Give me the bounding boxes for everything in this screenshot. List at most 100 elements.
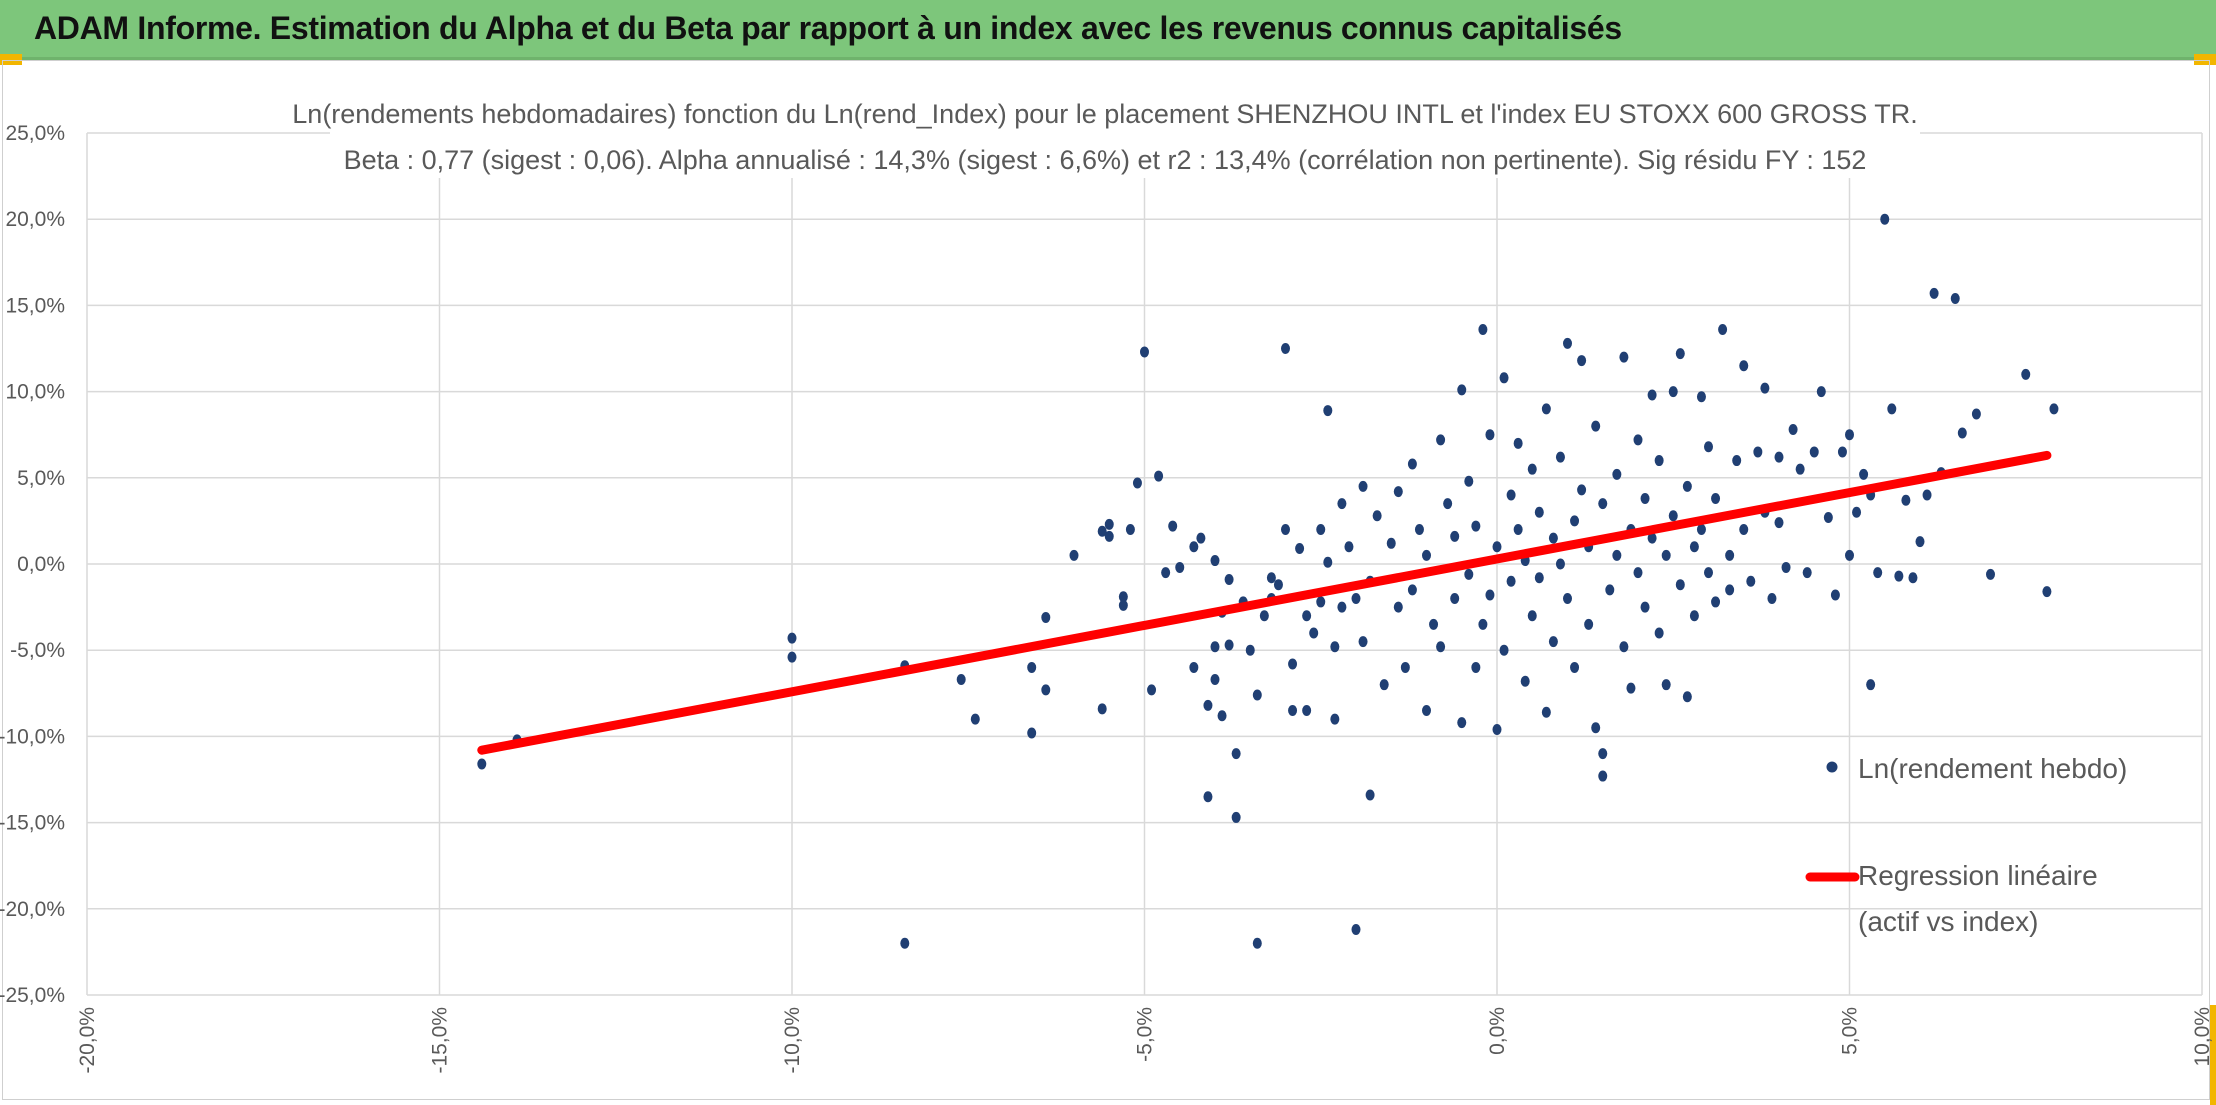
data-point — [1718, 324, 1728, 336]
data-point — [1189, 661, 1199, 673]
data-point — [1534, 506, 1544, 518]
data-point — [1506, 575, 1516, 587]
data-point — [1704, 441, 1713, 453]
data-point — [1837, 446, 1847, 458]
data-point — [1570, 661, 1580, 673]
data-point — [1288, 658, 1298, 670]
data-point — [1619, 351, 1629, 363]
data-point — [1492, 541, 1502, 553]
data-point — [1309, 627, 1319, 639]
data-point — [1132, 477, 1142, 489]
data-point — [1443, 498, 1453, 510]
data-point — [1548, 636, 1558, 648]
data-point — [1224, 639, 1234, 651]
x-tick-label: -20,0% — [76, 1007, 99, 1074]
data-point — [1555, 558, 1565, 570]
data-point — [1252, 689, 1262, 701]
data-point — [1344, 541, 1354, 553]
data-point — [1809, 446, 1819, 458]
data-point — [1612, 468, 1622, 480]
data-point — [1845, 549, 1854, 561]
data-point — [1563, 592, 1572, 604]
data-point — [1323, 405, 1333, 417]
data-point — [1175, 561, 1185, 573]
data-point — [1520, 675, 1530, 687]
data-point — [1823, 511, 1833, 523]
data-point — [1457, 717, 1467, 729]
data-point — [956, 674, 966, 686]
data-point — [1471, 661, 1481, 673]
data-point — [1118, 591, 1128, 603]
data-point — [970, 713, 980, 725]
data-point — [1471, 520, 1481, 532]
data-point — [1527, 463, 1537, 475]
tick-labels: 25,0% 20,0% 15,0% 10,0% 5,0% 0,0% -5,0% -10,0% -… — [0, 122, 2214, 1074]
data-point — [1887, 403, 1897, 415]
data-point — [1689, 610, 1699, 622]
data-point — [1429, 618, 1439, 630]
data-point — [2049, 403, 2059, 415]
data-point — [787, 651, 797, 663]
data-point — [1767, 592, 1777, 604]
data-point — [1041, 684, 1051, 696]
data-point — [1351, 592, 1361, 604]
data-point — [1584, 618, 1594, 630]
data-point — [1591, 420, 1601, 432]
y-tick-label: -20,0% — [0, 898, 65, 921]
data-point — [1816, 386, 1826, 398]
data-point — [1316, 524, 1326, 536]
data-point — [1464, 475, 1474, 487]
data-point — [1880, 213, 1890, 225]
data-point — [1661, 549, 1671, 561]
data-point — [477, 758, 487, 770]
data-point — [1351, 923, 1361, 935]
y-tick-label: 0,0% — [17, 553, 65, 576]
data-point — [1725, 549, 1735, 561]
data-point — [1125, 524, 1135, 536]
data-point — [1210, 641, 1220, 653]
edge-accent-right — [2210, 1005, 2216, 1105]
data-point — [1266, 572, 1276, 584]
data-point — [1379, 679, 1389, 691]
data-point — [1598, 498, 1608, 510]
y-tick-label: 5,0% — [17, 467, 65, 490]
data-point — [787, 632, 797, 644]
data-point — [1570, 515, 1580, 527]
data-point — [1217, 710, 1227, 722]
data-point — [1203, 699, 1213, 711]
data-point — [1654, 455, 1664, 467]
data-point — [1231, 811, 1241, 823]
data-point — [1337, 601, 1347, 613]
data-point — [1725, 584, 1735, 596]
y-tick-label: 20,0% — [5, 208, 65, 231]
data-point — [1845, 429, 1854, 441]
data-point — [1302, 610, 1312, 622]
data-point — [1407, 584, 1417, 596]
y-tick-label: 15,0% — [5, 294, 65, 317]
data-point — [1104, 518, 1114, 530]
data-point — [1866, 679, 1876, 691]
data-point — [1400, 661, 1410, 673]
data-point — [1436, 641, 1446, 653]
corner-accent-right — [2194, 54, 2216, 65]
data-point — [1633, 567, 1643, 579]
data-point — [1548, 532, 1558, 544]
data-point — [1612, 549, 1622, 561]
data-point — [1527, 610, 1537, 622]
data-point — [1654, 627, 1664, 639]
x-tick-label: 0,0% — [1486, 1007, 1509, 1055]
data-point — [1647, 389, 1657, 401]
data-point — [1682, 480, 1692, 492]
data-point — [1422, 705, 1431, 717]
data-point — [1668, 386, 1678, 398]
data-point — [1154, 470, 1164, 482]
data-point — [1689, 541, 1699, 553]
data-point — [1894, 570, 1904, 582]
data-point — [1788, 424, 1798, 436]
data-point — [1957, 427, 1967, 439]
data-point — [1450, 592, 1460, 604]
data-point — [1513, 437, 1523, 449]
legend-scatter-label: Ln(rendement hebdo) — [1858, 753, 2127, 784]
data-point — [1407, 458, 1417, 470]
data-point — [1499, 372, 1509, 384]
